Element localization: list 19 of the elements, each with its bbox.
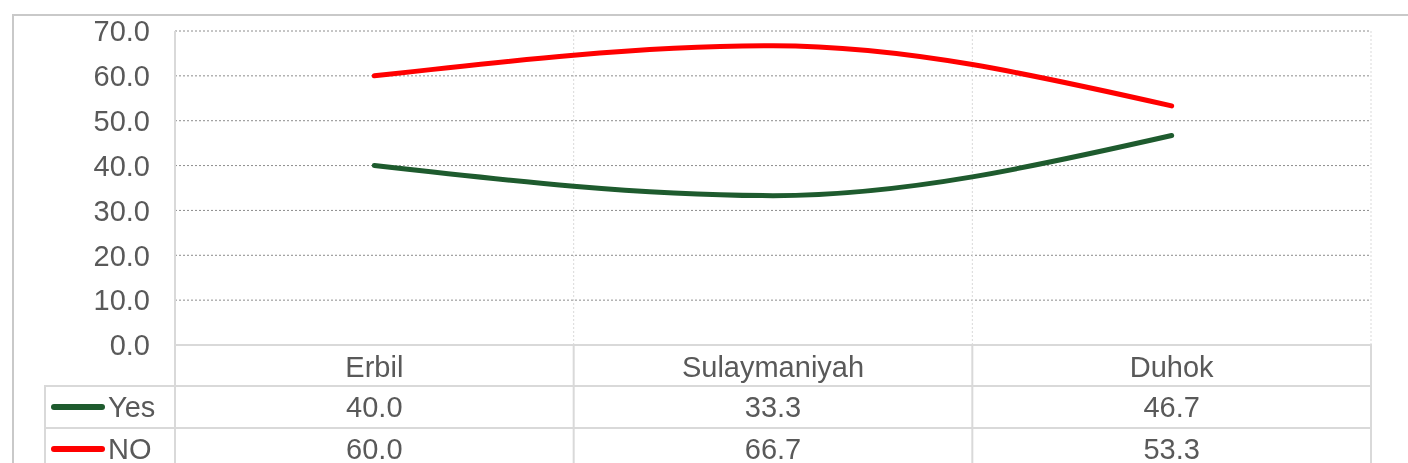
legend-label: Yes — [108, 390, 156, 425]
y-tick-label: 20.0 — [93, 239, 150, 272]
data-label: 33.3 — [744, 391, 802, 423]
legend-label: NO — [108, 432, 152, 463]
y-tick-label: 30.0 — [93, 194, 150, 227]
data-label: 46.7 — [1143, 391, 1200, 423]
data-label: 60.0 — [346, 433, 403, 463]
data-label: 53.3 — [1143, 433, 1200, 463]
y-tick-label: 70.0 — [93, 15, 150, 48]
x-tick-label: Duhok — [1129, 350, 1215, 383]
y-tick-label: 50.0 — [93, 105, 150, 138]
data-label: 40.0 — [346, 391, 403, 423]
x-tick-label: Sulaymaniyah — [681, 350, 865, 383]
x-tick-label: Erbil — [345, 350, 404, 383]
y-tick-label: 0.0 — [109, 329, 150, 362]
y-tick-label: 40.0 — [93, 149, 150, 182]
y-tick-label: 10.0 — [93, 284, 150, 317]
data-label: 66.7 — [744, 433, 802, 463]
y-tick-label: 60.0 — [93, 60, 150, 93]
